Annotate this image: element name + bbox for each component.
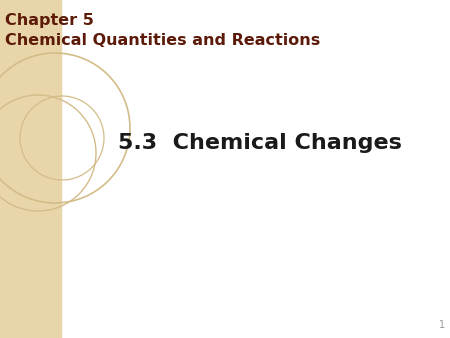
- Text: 5.3  Chemical Changes: 5.3 Chemical Changes: [118, 133, 402, 153]
- Bar: [0, 0, 61, 338]
- Text: 1: 1: [439, 320, 445, 330]
- Text: Chemical Quantities and Reactions: Chemical Quantities and Reactions: [5, 33, 320, 48]
- Text: Chapter 5: Chapter 5: [5, 13, 94, 28]
